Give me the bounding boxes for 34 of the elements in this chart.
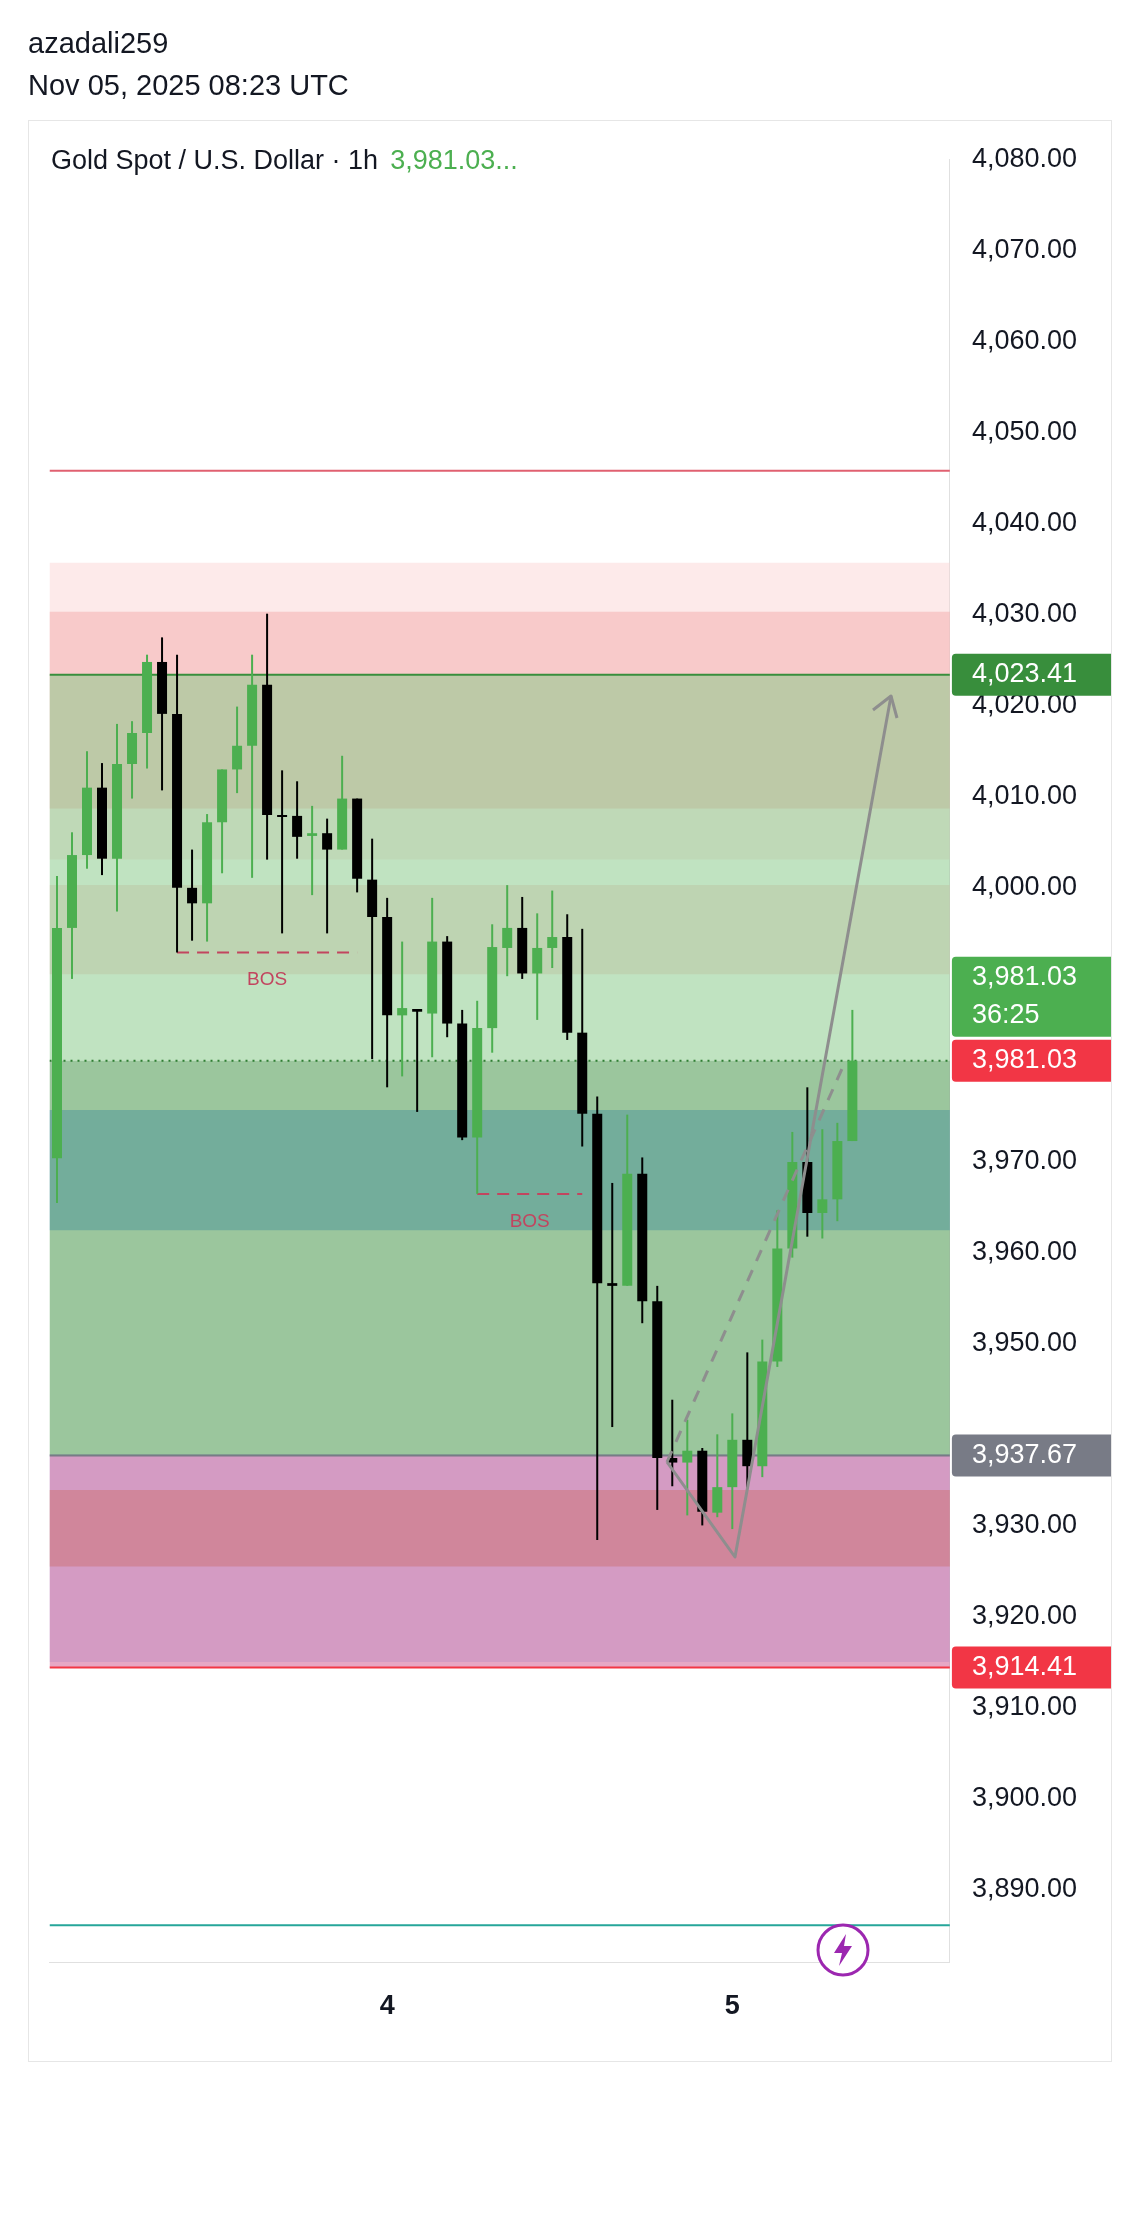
y-tick-label: 4,080.00: [971, 142, 1078, 173]
ref-line-label: BOS: [509, 1209, 550, 1231]
text: Nov 05, 2025 08:23 UTC: [28, 68, 349, 103]
y-tick-label: 3,920.00: [971, 1599, 1078, 1630]
y-tick-label: 4,010.00: [971, 780, 1078, 811]
y-tick-label: 3,910.00: [971, 1691, 1078, 1722]
y-tick-label: 3,960.00: [971, 1235, 1078, 1266]
candlestick: [307, 805, 318, 896]
x-tick-label: 4: [379, 1990, 395, 2021]
chart-subtitle: 3,981.03...: [390, 145, 518, 175]
y-tick-label: 3,970.00: [971, 1144, 1078, 1175]
candlestick: [412, 1008, 423, 1112]
text: azadali259: [28, 26, 170, 61]
y-tick-label: 4,040.00: [971, 506, 1078, 537]
x-tick-label: 5: [724, 1990, 740, 2021]
y-tick-label: 3,890.00: [971, 1873, 1078, 1904]
y-tick-label: 4,030.00: [971, 598, 1078, 629]
y-tick-label: 3,900.00: [971, 1782, 1078, 1813]
text: 3,981.03 36:25: [971, 961, 1078, 1030]
candlestick: [277, 770, 288, 934]
y-tick-label: 3,930.00: [971, 1508, 1078, 1539]
ref-line-label: BOS: [247, 968, 288, 990]
candlestick: [397, 941, 408, 1077]
y-tick-label: 4,000.00: [971, 871, 1078, 902]
ref-line-label: 4,023.41: [971, 658, 1078, 689]
y-tick-label: 4,070.00: [971, 233, 1078, 264]
candlestick: [607, 1182, 618, 1428]
ref-line-label: 3,981.03: [971, 1044, 1078, 1075]
ref-line-label: 3,914.41: [971, 1650, 1078, 1681]
y-tick-label: 4,050.00: [971, 415, 1078, 446]
y-tick-label: 4,060.00: [971, 324, 1078, 355]
y-tick-label: 3,950.00: [971, 1326, 1078, 1357]
chart-title: Gold Spot / U.S. Dollar · 1h: [51, 145, 379, 175]
ref-line-label: 3,937.67: [971, 1439, 1078, 1470]
